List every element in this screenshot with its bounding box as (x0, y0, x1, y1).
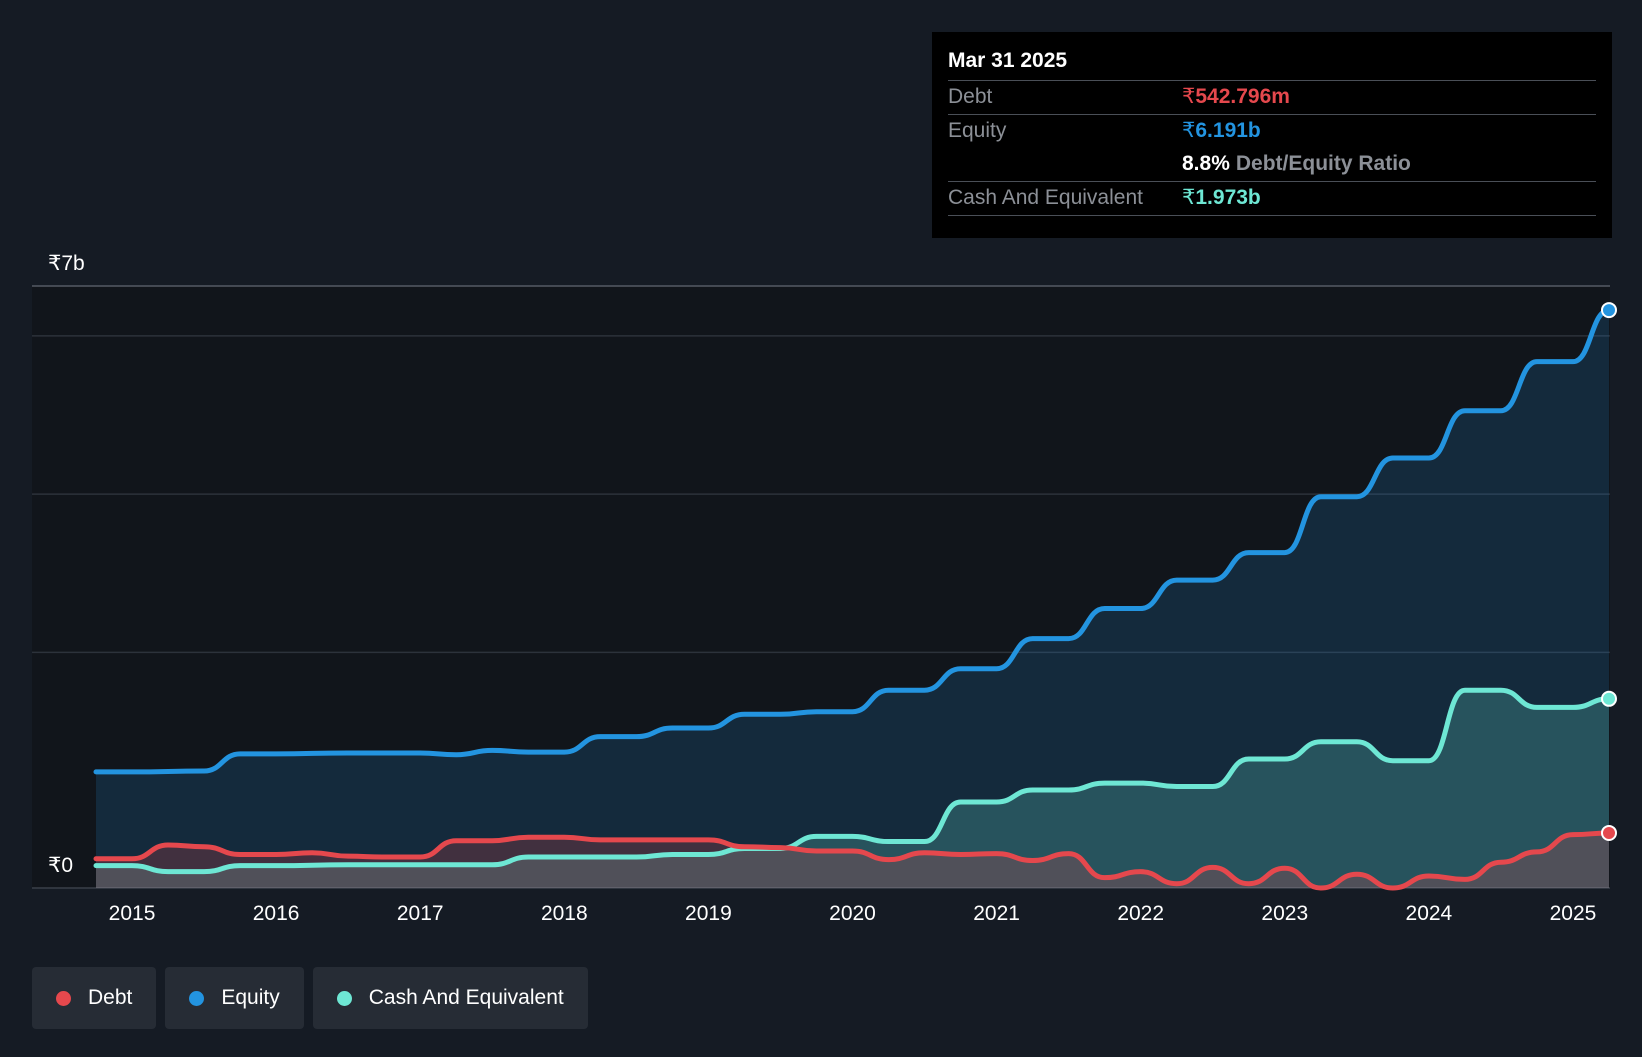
currency-symbol: ₹ (1182, 186, 1196, 209)
x-tick-label: 2025 (1550, 902, 1597, 925)
legend-item-debt[interactable]: Debt (32, 967, 157, 1029)
tooltip-debt-label: Debt (948, 85, 993, 108)
tooltip-date: Mar 31 2025 (948, 46, 1596, 81)
x-tick-label: 2020 (829, 902, 876, 925)
equity-line (93, 307, 1612, 775)
tooltip-cash-value-wrap: ₹1.973b (1182, 182, 1261, 215)
y-tick-label-zero: ₹0 (48, 854, 73, 877)
x-tick-label: 2016 (253, 902, 300, 925)
tooltip-ratio-label: Debt/Equity Ratio (1235, 152, 1411, 175)
tooltip-equity-label: Equity (948, 119, 1007, 142)
legend-label-cash: Cash And Equivalent (368, 986, 564, 1009)
tooltip-ratio: 8.8% Debt/Equity Ratio (1182, 148, 1411, 181)
x-tick-label: 2021 (973, 902, 1020, 925)
x-tick-label: 2018 (541, 902, 588, 925)
legend: Debt Equity Cash And Equivalent (32, 967, 588, 1029)
debt-line (93, 830, 1612, 891)
debt-dot-icon (56, 990, 71, 1006)
currency-symbol: ₹ (1182, 85, 1196, 108)
debt-end-marker[interactable] (1601, 824, 1617, 841)
legend-item-equity[interactable]: Equity (165, 967, 304, 1029)
x-tick-label: 2022 (1117, 902, 1164, 925)
cash-dot-icon (336, 990, 352, 1006)
tooltip-debt-row: Debt ₹542.796m (948, 81, 1596, 115)
x-tick-label: 2019 (685, 902, 732, 925)
tooltip-equity-row: Equity ₹6.191b (948, 115, 1596, 148)
tooltip-cash-row: Cash And Equivalent ₹1.973b (948, 182, 1596, 216)
legend-label-equity: Equity (221, 986, 280, 1009)
x-tick-label: 2015 (109, 902, 156, 925)
tooltip-ratio-row: 8.8% Debt/Equity Ratio (948, 148, 1596, 182)
tooltip-ratio-value: 8.8% (1182, 152, 1230, 175)
equity-dot-icon (189, 990, 205, 1006)
equity-area (96, 310, 1609, 889)
x-tick-label: 2017 (397, 902, 444, 925)
tooltip-debt-value: 542.796m (1195, 85, 1290, 108)
equity-end-marker[interactable] (1601, 302, 1617, 319)
cash-area (96, 690, 1609, 888)
tooltip-cash-value: 1.973b (1195, 186, 1261, 209)
x-tick-label: 2024 (1406, 902, 1453, 925)
currency-symbol: ₹ (1182, 119, 1196, 142)
debt-area (96, 832, 1609, 888)
legend-label-debt: Debt (88, 986, 133, 1009)
tooltip-debt-value-wrap: ₹542.796m (1182, 81, 1290, 114)
tooltip-ratio-spacer (948, 148, 1182, 181)
tooltip-equity-value: 6.191b (1195, 119, 1261, 142)
tooltip-equity-value-wrap: ₹6.191b (1182, 115, 1261, 148)
cash-line (93, 687, 1612, 875)
y-tick-label-top: ₹7b (48, 252, 85, 275)
tooltip-panel: Mar 31 2025 Debt ₹542.796m Equity ₹6.191… (932, 32, 1612, 238)
x-tick-label: 2023 (1261, 902, 1308, 925)
tooltip-cash-label: Cash And Equivalent (948, 186, 1143, 209)
legend-item-cash[interactable]: Cash And Equivalent (312, 967, 588, 1029)
plot-area-highlight (32, 286, 1610, 888)
cash-end-marker[interactable] (1601, 690, 1617, 707)
